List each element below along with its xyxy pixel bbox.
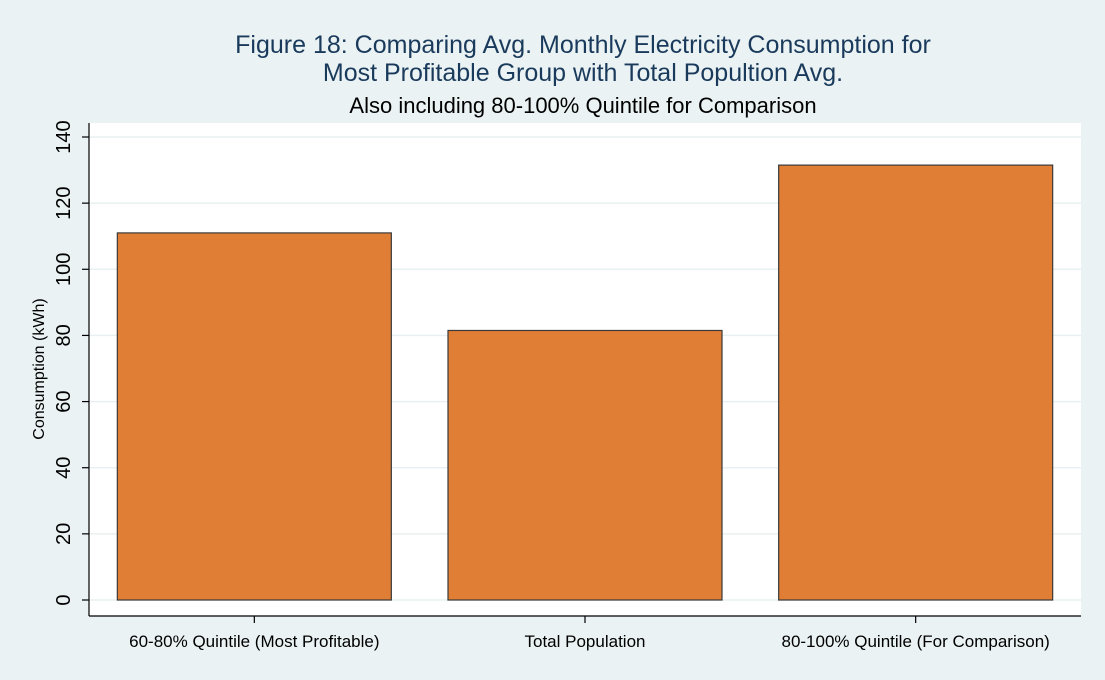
chart-subtitle: Also including 80-100% Quintile for Comp… <box>349 93 816 118</box>
bar-2 <box>447 329 723 601</box>
y-tick-label: 0 <box>53 594 75 605</box>
chart-title-line-1: Figure 18: Comparing Avg. Monthly Electr… <box>235 31 931 59</box>
chart-title-line-2: Most Profitable Group with Total Populti… <box>323 59 843 87</box>
y-tick-label: 80 <box>53 324 75 346</box>
x-tick-label: 60-80% Quintile (Most Profitable) <box>129 632 379 651</box>
y-tick-label: 120 <box>53 186 75 219</box>
y-tick-label: 60 <box>53 390 75 412</box>
y-tick-label: 140 <box>53 120 75 153</box>
x-axis: 60-80% Quintile (Most Profitable) Total P… <box>89 615 1081 651</box>
y-axis: 0 20 40 60 80 100 120 140 <box>53 120 90 616</box>
bars <box>116 164 1054 601</box>
bar-3 <box>778 164 1054 601</box>
x-tick-label: Total Population <box>525 632 646 651</box>
x-tick-label: 80-100% Quintile (For Comparison) <box>781 632 1049 651</box>
bar-1 <box>116 232 392 601</box>
y-tick-label: 100 <box>53 253 75 286</box>
y-tick-label: 20 <box>53 523 75 545</box>
y-axis-title: Consumption (kWh) <box>31 298 48 439</box>
y-tick-label: 40 <box>53 457 75 479</box>
